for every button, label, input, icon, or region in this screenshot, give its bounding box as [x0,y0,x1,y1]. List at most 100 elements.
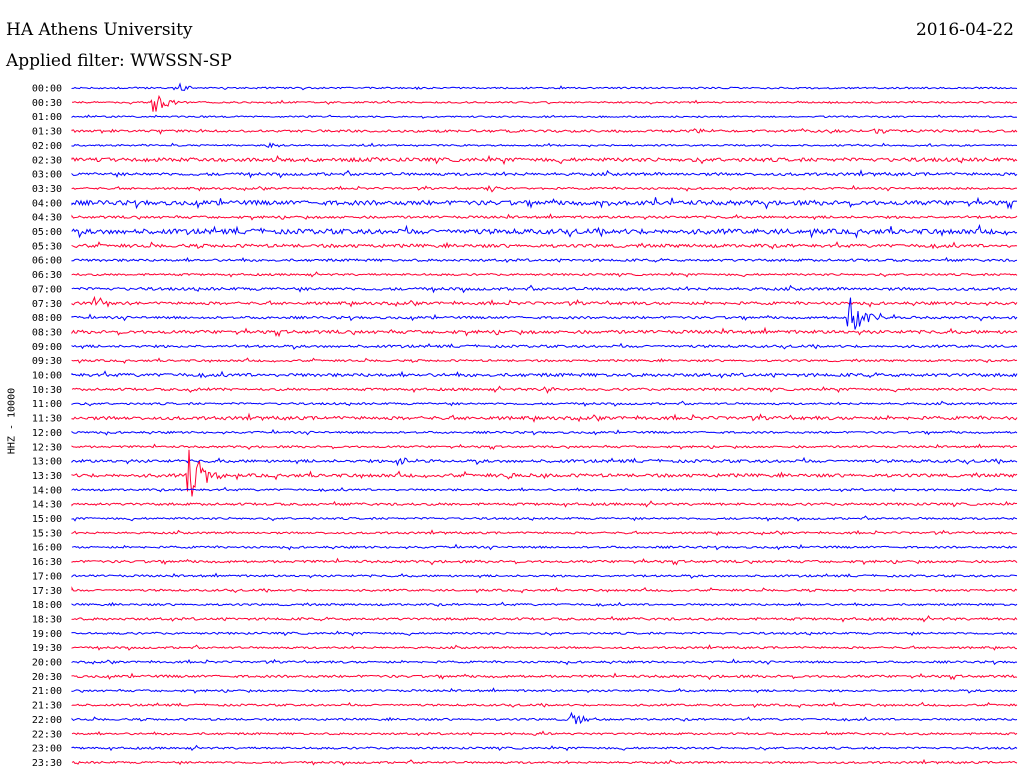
time-label: 22:00 [32,715,62,726]
trace-line [71,658,1018,666]
trace-line [71,529,1018,536]
trace-line [71,357,1018,364]
time-label: 07:30 [32,299,62,310]
trace-line [71,370,1018,379]
trace-line [71,500,1018,508]
time-label: 20:00 [32,658,62,669]
time-label: 15:00 [32,514,62,525]
trace-line [71,644,1017,651]
time-label: 03:00 [32,170,62,181]
station-title: HA Athens University [6,20,193,40]
trace-line [71,297,1018,330]
trace-line [71,543,1018,551]
trace-line [71,486,1018,493]
time-label: 12:30 [32,442,62,453]
trace-line [71,701,1018,709]
trace-line [71,412,1018,423]
trace-line [71,241,1018,250]
time-label: 08:30 [32,327,62,338]
trace-line [71,586,1018,594]
time-label: 09:00 [32,342,62,353]
channel-label: HHZ - 10000 [6,387,18,455]
trace-line [71,385,1018,394]
time-label: 06:30 [32,270,62,281]
trace-group [71,82,1018,766]
time-label: 00:00 [32,84,62,95]
time-label: 21:30 [32,701,62,712]
trace-line [71,615,1018,623]
trace-line [71,711,1018,725]
time-label: 20:30 [32,672,62,683]
time-label: 06:00 [32,256,62,267]
time-label: 10:30 [32,385,62,396]
trace-line [71,342,1018,350]
time-label: 17:00 [32,571,62,582]
time-label: 22:30 [32,729,62,740]
trace-line [71,284,1018,294]
time-label: 04:30 [32,213,62,224]
trace-line [71,271,1018,278]
time-label: 00:30 [32,98,62,109]
time-label: 18:30 [32,614,62,625]
trace-line [71,154,1018,166]
trace-line [71,127,1018,135]
trace-line [71,142,1018,149]
date-label: 2016-04-22 [915,20,1014,40]
trace-line [71,114,1018,119]
time-label: 01:00 [32,112,62,123]
trace-line [71,515,1018,522]
trace-line [71,326,1018,338]
trace-line [71,730,1018,737]
trace-line [71,184,1018,193]
time-label: 17:30 [32,586,62,597]
time-label: 12:00 [32,428,62,439]
trace-line [71,256,1018,264]
time-label: 10:00 [32,371,62,382]
time-label: 05:30 [32,241,62,252]
time-label: 04:00 [32,198,62,209]
time-label: 15:30 [32,528,62,539]
time-label: 01:30 [32,127,62,138]
trace-line [71,744,1018,752]
trace-line [71,557,1018,566]
time-label: 07:00 [32,284,62,295]
trace-line [71,758,1018,766]
trace-line [71,601,1018,608]
time-label-group: 00:00 00:30 01:00 01:30 02:00 02:30 03:00 03:30… [32,84,62,769]
time-label: 14:00 [32,485,62,496]
filter-label: Applied filter: WWSSN-SP [6,51,232,71]
time-label: 14:30 [32,500,62,511]
trace-line [71,687,1017,694]
trace-line [71,449,1018,497]
time-label: 16:30 [32,557,62,568]
time-label: 11:00 [32,399,62,410]
time-label: 11:30 [32,414,62,425]
time-label: 13:00 [32,457,62,468]
time-label: 09:30 [32,356,62,367]
trace-line [71,196,1018,210]
trace-line [71,94,1017,112]
trace-line [71,295,1018,308]
trace-line [71,223,1018,239]
time-label: 23:00 [32,744,62,755]
time-label: 02:30 [32,155,62,166]
time-label: 21:00 [32,686,62,697]
trace-line [71,572,1018,579]
trace-line [71,443,1018,451]
time-label: 13:30 [32,471,62,482]
trace-line [71,456,1018,467]
trace-line [71,672,1018,681]
trace-line [71,82,1018,91]
trace-line [71,213,1018,221]
time-label: 02:00 [32,141,62,152]
trace-line [71,400,1018,407]
time-label: 08:00 [32,313,62,324]
time-label: 18:00 [32,600,62,611]
time-label: 19:00 [32,629,62,640]
time-label: 05:00 [32,227,62,238]
trace-line [71,428,1018,436]
time-label: 23:30 [32,758,62,769]
time-label: 16:00 [32,543,62,554]
trace-line [71,630,1018,637]
